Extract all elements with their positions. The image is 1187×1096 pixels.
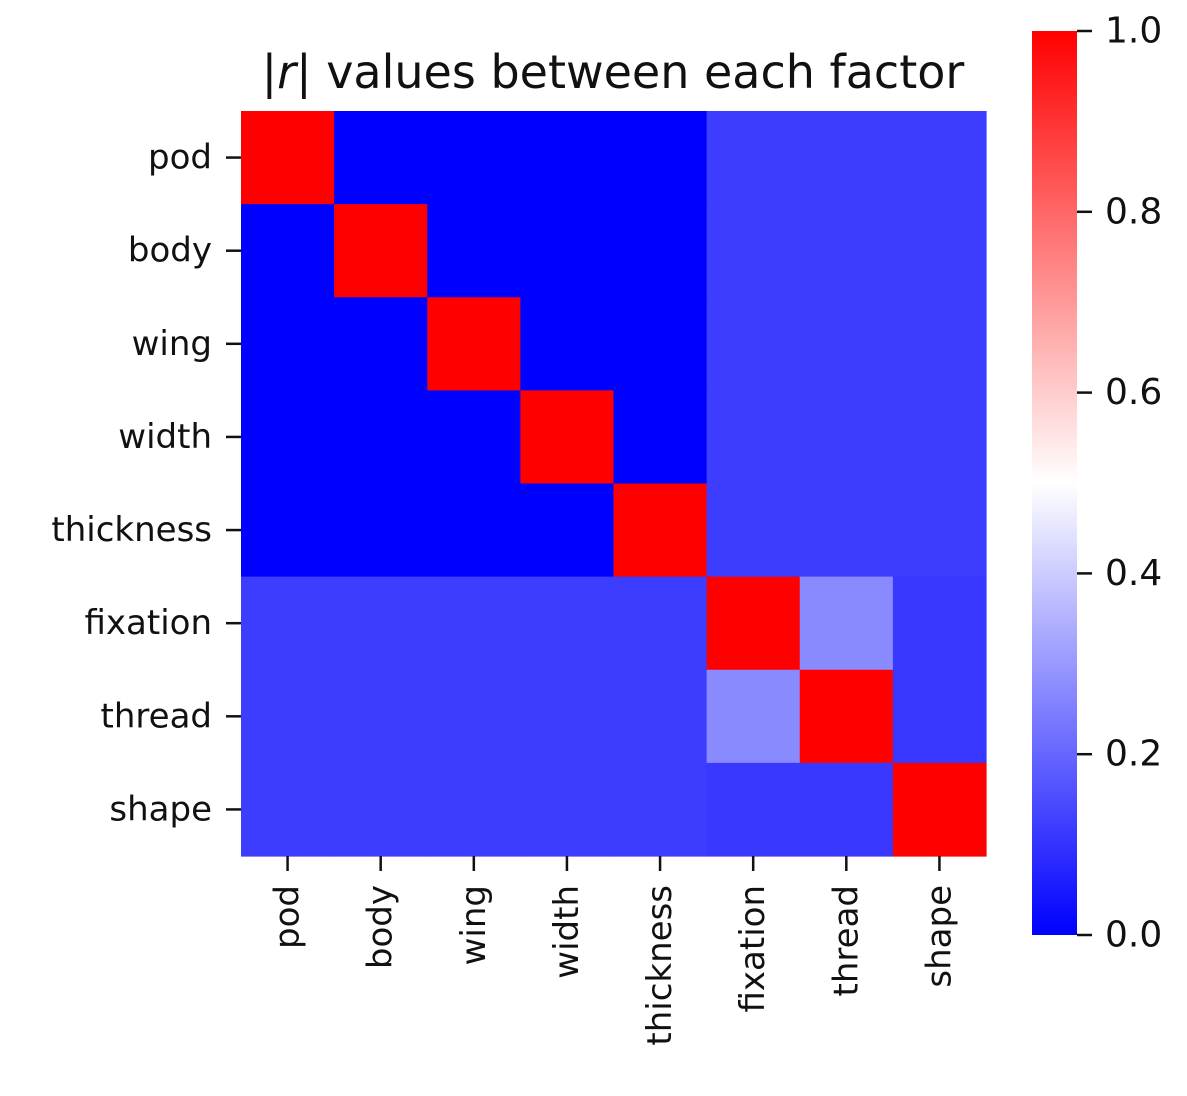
- heatmap-cell-width-thread: [799, 390, 894, 485]
- heatmap-cell-shape-fixation: [706, 762, 801, 857]
- heatmap-cell-wing-body: [334, 297, 428, 391]
- heatmap-cell-body-body: [334, 204, 428, 298]
- colorbar-tick-label-4: 0.8: [1105, 191, 1162, 232]
- heatmap-cell-pod-shape: [892, 111, 987, 205]
- heatmap-cell-pod-thread: [799, 111, 894, 205]
- title-open-bar: |: [262, 45, 278, 100]
- heatmap-cell-thickness-shape: [892, 483, 987, 578]
- heatmap-cell-pod-fixation: [706, 111, 801, 205]
- heatmap-cell-wing-width: [520, 297, 615, 391]
- colorbar-tick-label-3: 0.6: [1105, 372, 1162, 413]
- colorbar-tick-label-5: 1.0: [1105, 11, 1162, 52]
- colorbar: 0.0 0.2 0.4 0.6 0.8 1.0: [1032, 11, 1162, 956]
- y-tick-label-thickness: thickness: [51, 510, 212, 550]
- heatmap-cell-body-thickness: [613, 204, 708, 298]
- heatmap-cell-fixation-shape: [892, 576, 987, 671]
- heatmap-cell-width-width: [520, 390, 615, 485]
- heatmap-cell-width-shape: [892, 390, 987, 485]
- heatmap-cell-fixation-width: [520, 576, 615, 671]
- heatmap-cell-thread-width: [520, 669, 615, 764]
- heatmap-cell-thread-wing: [427, 669, 521, 764]
- heatmap-cell-body-pod: [241, 204, 335, 298]
- y-tick-label-wing: wing: [132, 324, 212, 364]
- heatmap-cell-wing-shape: [892, 297, 987, 391]
- heatmap-cell-thread-shape: [892, 669, 987, 764]
- heatmap-cell-shape-width: [520, 762, 615, 857]
- heatmap-cell-thread-fixation: [706, 669, 801, 764]
- x-tick-label-pod: pod: [268, 885, 308, 949]
- heatmap-cell-body-fixation: [706, 204, 801, 298]
- heatmap-cell-width-body: [334, 390, 428, 485]
- heatmap-cell-wing-thickness: [613, 297, 708, 391]
- title-rest: | values between each factor: [296, 45, 964, 100]
- heatmap-cell-fixation-thread: [799, 576, 894, 671]
- heatmap-cell-thickness-pod: [241, 483, 335, 578]
- heatmap-cell-thickness-fixation: [706, 483, 801, 578]
- heatmap-cell-thread-thickness: [613, 669, 708, 764]
- heatmap-cell-pod-thickness: [613, 111, 708, 205]
- y-tick-label-pod: pod: [148, 138, 212, 178]
- y-tick-label-body: body: [128, 231, 212, 271]
- heatmap-cell-pod-wing: [427, 111, 521, 205]
- heatmap-cell-width-wing: [427, 390, 521, 485]
- heatmap-cell-thread-pod: [241, 669, 335, 764]
- y-tick-label-width: width: [118, 417, 212, 457]
- heatmap-cell-shape-shape: [892, 762, 987, 857]
- heatmap-cell-shape-thread: [799, 762, 894, 857]
- colorbar-tick-label-2: 0.4: [1105, 553, 1162, 594]
- heatmap-cell-fixation-body: [334, 576, 428, 671]
- heatmap-cell-wing-fixation: [706, 297, 801, 391]
- heatmap-cell-pod-pod: [241, 111, 335, 205]
- colorbar-tick-label-0: 0.0: [1105, 915, 1162, 956]
- x-axis: pod body wing width thickness fixation thread s…: [268, 856, 959, 1046]
- x-tick-label-shape: shape: [919, 885, 959, 988]
- heatmap-cell-fixation-pod: [241, 576, 335, 671]
- heatmap-cells: [241, 111, 987, 857]
- colorbar-tick-label-1: 0.2: [1105, 734, 1162, 775]
- heatmap-cell-body-thread: [799, 204, 894, 298]
- heatmap-cell-body-shape: [892, 204, 987, 298]
- y-tick-label-shape: shape: [109, 789, 212, 829]
- heatmap-cell-thread-body: [334, 669, 428, 764]
- heatmap-cell-wing-thread: [799, 297, 894, 391]
- colorbar-gradient: [1032, 31, 1077, 935]
- heatmap-cell-thickness-thread: [799, 483, 894, 578]
- heatmap-cell-pod-body: [334, 111, 428, 205]
- x-tick-label-fixation: fixation: [733, 885, 773, 1013]
- heatmap-cell-fixation-thickness: [613, 576, 708, 671]
- y-tick-label-fixation: fixation: [85, 603, 213, 643]
- heatmap-cell-body-width: [520, 204, 615, 298]
- y-tick-label-thread: thread: [101, 696, 212, 736]
- y-axis: pod body wing width thickness fixation thread s…: [51, 138, 241, 829]
- heatmap-cell-pod-width: [520, 111, 615, 205]
- heatmap-cell-thread-thread: [799, 669, 894, 764]
- heatmap-cell-thickness-thickness: [613, 483, 708, 578]
- heatmap-cell-thickness-wing: [427, 483, 521, 578]
- x-tick-label-thread: thread: [826, 885, 866, 996]
- title-r: r: [277, 45, 299, 99]
- heatmap-cell-shape-pod: [241, 762, 335, 857]
- heatmap-cell-wing-wing: [427, 297, 521, 391]
- chart-title: |r| values between each factor: [262, 45, 965, 100]
- heatmap-cell-fixation-wing: [427, 576, 521, 671]
- x-tick-label-body: body: [361, 885, 401, 969]
- x-tick-label-width: width: [547, 885, 587, 979]
- heatmap-cell-thickness-width: [520, 483, 615, 578]
- heatmap-cell-width-fixation: [706, 390, 801, 485]
- heatmap-cell-fixation-fixation: [706, 576, 801, 671]
- x-tick-label-thickness: thickness: [640, 885, 680, 1046]
- heatmap-cell-shape-wing: [427, 762, 521, 857]
- heatmap-cell-body-wing: [427, 204, 521, 298]
- heatmap-cell-shape-body: [334, 762, 428, 857]
- x-tick-label-wing: wing: [454, 885, 494, 965]
- heatmap-cell-thickness-body: [334, 483, 428, 578]
- heatmap-cell-shape-thickness: [613, 762, 708, 857]
- heatmap-cell-width-pod: [241, 390, 335, 485]
- heatmap-cell-width-thickness: [613, 390, 708, 485]
- heatmap-cell-wing-pod: [241, 297, 335, 391]
